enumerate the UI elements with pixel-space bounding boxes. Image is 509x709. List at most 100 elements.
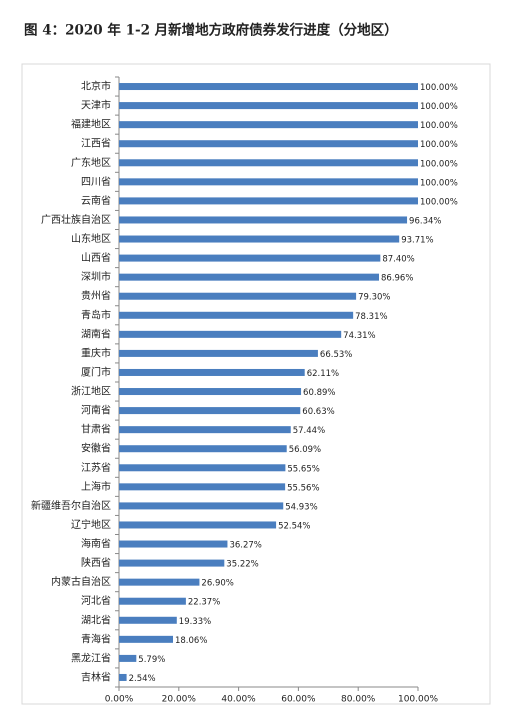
- y-tick-label: 海南省: [81, 537, 111, 550]
- value-label: 55.65%: [287, 464, 319, 474]
- y-tick-label: 北京市: [81, 80, 111, 93]
- value-label: 36.27%: [229, 541, 261, 551]
- y-tick-label: 黑龙江省: [71, 651, 111, 664]
- bar: [119, 673, 127, 681]
- value-label: 100.00%: [420, 178, 458, 188]
- bar: [119, 559, 225, 567]
- value-label: 55.56%: [287, 483, 319, 493]
- bar: [119, 330, 342, 338]
- bar: [119, 254, 381, 262]
- bar: [119, 368, 305, 376]
- bar: [119, 426, 291, 434]
- value-label: 86.96%: [381, 274, 413, 284]
- bar: [119, 540, 228, 548]
- y-tick-label: 甘肃省: [81, 423, 111, 436]
- y-tick-label: 重庆市: [81, 346, 111, 359]
- y-tick-label: 山东地区: [71, 232, 111, 245]
- value-label: 56.09%: [289, 445, 321, 455]
- value-label: 100.00%: [420, 102, 458, 112]
- bar: [119, 483, 286, 491]
- value-label: 57.44%: [293, 426, 325, 436]
- value-label: 60.89%: [303, 388, 335, 398]
- value-label: 78.31%: [355, 312, 387, 322]
- y-tick-label: 江苏省: [81, 461, 111, 474]
- x-tick-label: 100.00%: [398, 695, 438, 705]
- y-tick-label: 吉林省: [81, 670, 111, 683]
- value-label: 35.22%: [226, 560, 258, 570]
- bar: [119, 464, 286, 472]
- x-tick-label: 40.00%: [221, 695, 256, 705]
- value-label: 100.00%: [420, 140, 458, 150]
- y-tick-label: 陕西省: [81, 556, 111, 569]
- y-tick-label: 上海市: [81, 480, 111, 493]
- y-tick-label: 河北省: [81, 594, 111, 607]
- value-label: 54.93%: [285, 502, 317, 512]
- bar: [119, 178, 418, 186]
- bar: [119, 445, 287, 453]
- bar: [119, 83, 418, 91]
- y-tick-label: 内蒙古自治区: [51, 575, 111, 588]
- y-tick-label: 湖北省: [81, 613, 111, 626]
- y-tick-label: 新疆维吾尔自治区: [31, 499, 111, 512]
- chart-title: 图 4：2020 年 1-2 月新增地方政府债券发行进度（分地区）: [24, 22, 398, 39]
- bar: [119, 292, 357, 300]
- chart-frame: [21, 63, 491, 705]
- y-tick-label: 福建地区: [71, 118, 111, 131]
- bar: [119, 654, 137, 662]
- y-tick-label: 青岛市: [81, 308, 111, 321]
- bar: [119, 197, 418, 205]
- bar: [119, 578, 200, 586]
- bar: [119, 102, 418, 110]
- value-label: 5.79%: [138, 655, 165, 665]
- x-tick-label: 80.00%: [341, 695, 376, 705]
- y-tick-label: 天津市: [81, 99, 111, 112]
- bar: [119, 140, 418, 148]
- bar: [119, 502, 284, 510]
- value-label: 100.00%: [420, 197, 458, 207]
- value-label: 2.54%: [129, 674, 156, 684]
- value-label: 60.63%: [302, 407, 334, 417]
- x-tick-label: 20.00%: [162, 695, 197, 705]
- bar: [119, 235, 400, 243]
- value-label: 74.31%: [343, 331, 375, 341]
- value-label: 19.33%: [179, 617, 211, 627]
- value-label: 87.40%: [382, 255, 414, 265]
- y-tick-label: 安徽省: [81, 442, 111, 455]
- bar: [119, 121, 418, 129]
- y-tick-label: 四川省: [81, 175, 111, 188]
- value-label: 62.11%: [307, 369, 339, 379]
- value-label: 18.06%: [175, 636, 207, 646]
- bar: [119, 597, 186, 605]
- y-tick-label: 湖南省: [81, 327, 111, 340]
- bar: [119, 349, 318, 357]
- value-label: 96.34%: [409, 216, 441, 226]
- value-label: 52.54%: [278, 521, 310, 531]
- y-tick-label: 青海省: [81, 632, 111, 645]
- x-tick-label: 60.00%: [281, 695, 316, 705]
- bar: [119, 521, 277, 529]
- y-tick-label: 河南省: [81, 404, 111, 417]
- value-label: 100.00%: [420, 159, 458, 169]
- bar: [119, 407, 301, 415]
- x-tick-label: 0.00%: [105, 695, 134, 705]
- bar: [119, 616, 177, 624]
- bar: [119, 216, 408, 224]
- value-label: 100.00%: [420, 121, 458, 131]
- bar: [119, 311, 354, 319]
- y-tick-label: 山西省: [81, 251, 111, 264]
- y-tick-label: 江西省: [81, 137, 111, 150]
- y-tick-label: 贵州省: [81, 289, 111, 302]
- value-label: 66.53%: [320, 350, 352, 360]
- y-tick-label: 广东地区: [71, 156, 111, 169]
- value-label: 79.30%: [358, 293, 390, 303]
- y-tick-label: 深圳市: [81, 270, 111, 283]
- bar: [119, 273, 380, 281]
- value-label: 100.00%: [420, 83, 458, 93]
- bar: [119, 635, 173, 643]
- value-label: 22.37%: [188, 598, 220, 608]
- bar: [119, 159, 418, 167]
- y-tick-label: 云南省: [81, 194, 111, 207]
- bar: [119, 388, 302, 396]
- y-tick-label: 厦门市: [81, 365, 111, 378]
